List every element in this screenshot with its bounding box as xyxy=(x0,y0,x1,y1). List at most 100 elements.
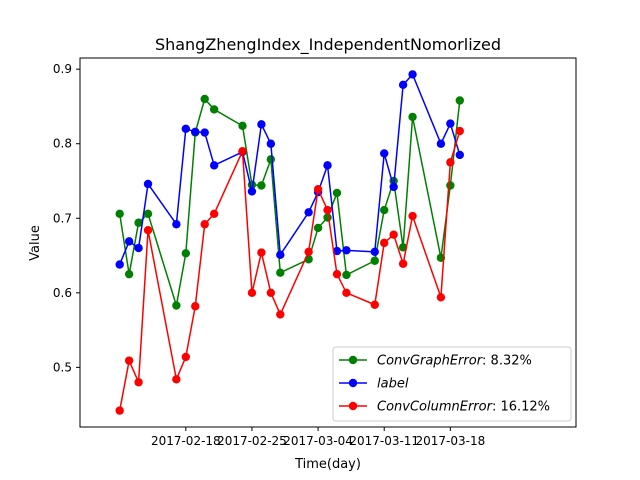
data-point xyxy=(408,211,417,221)
legend-item-ConvGraphError: ConvGraphError: 8.32% xyxy=(339,354,532,369)
data-point xyxy=(446,119,455,128)
data-point xyxy=(332,188,342,198)
data-point xyxy=(172,220,181,229)
data-point xyxy=(323,161,332,170)
data-point xyxy=(342,246,351,255)
data-point xyxy=(247,288,257,298)
data-point xyxy=(276,250,285,259)
data-point xyxy=(313,223,323,233)
data-point xyxy=(313,185,323,194)
x-axis-label: Time(day) xyxy=(294,457,361,472)
data-point xyxy=(408,70,417,79)
data-point xyxy=(370,247,379,257)
chart-title: ShangZhengIndex_IndependentNomorlized xyxy=(155,35,501,55)
data-point xyxy=(115,406,124,415)
x-tick-label: 2017-03-18 xyxy=(415,434,485,448)
data-point xyxy=(172,375,181,384)
data-point xyxy=(398,80,408,90)
data-point xyxy=(247,187,257,196)
legend: ConvGraphError: 8.32% label ConvColumnErro… xyxy=(332,346,572,422)
data-point xyxy=(115,209,124,218)
data-point xyxy=(134,378,143,387)
legend-item-ConvColumnError: ConvColumnError: 16.12% xyxy=(339,400,550,415)
data-point xyxy=(304,208,313,217)
data-point xyxy=(276,268,285,277)
data-point xyxy=(181,352,191,362)
data-point xyxy=(238,146,247,156)
data-point xyxy=(455,150,464,160)
y-axis-label: Value xyxy=(28,225,43,261)
data-point xyxy=(257,248,266,257)
data-point xyxy=(209,209,219,218)
legend-label: ConvColumnError: 16.12% xyxy=(377,400,550,415)
series-label xyxy=(115,70,464,269)
legend-box xyxy=(332,346,572,422)
y-tick-label: 0.5 xyxy=(53,360,72,374)
legend-marker xyxy=(348,355,358,365)
data-point xyxy=(200,220,209,229)
data-point xyxy=(181,124,191,134)
data-point xyxy=(342,270,351,280)
data-point xyxy=(332,246,342,256)
data-point xyxy=(200,94,209,104)
data-point xyxy=(446,158,455,167)
data-point xyxy=(266,139,276,148)
data-point xyxy=(172,301,181,310)
data-point xyxy=(124,237,134,246)
data-point xyxy=(380,238,389,248)
data-point xyxy=(408,112,417,122)
data-point xyxy=(124,269,134,279)
data-point xyxy=(143,209,153,218)
series-ConvColumnError xyxy=(115,126,464,415)
data-point xyxy=(143,226,153,235)
legend-label: ConvGraphError: 8.32% xyxy=(377,354,532,369)
data-point xyxy=(323,205,332,215)
legend-item-label: label xyxy=(339,377,409,392)
data-point xyxy=(266,155,276,164)
data-point xyxy=(436,293,446,302)
data-point xyxy=(398,259,408,268)
data-point xyxy=(257,120,266,129)
axes-frame xyxy=(79,57,577,428)
data-point xyxy=(143,179,153,189)
data-point xyxy=(191,127,200,136)
legend-marker xyxy=(348,401,358,411)
y-tick-label: 0.7 xyxy=(53,211,72,225)
x-tick-label: 2017-03-11 xyxy=(349,434,419,448)
data-point xyxy=(304,247,313,257)
legend-label: label xyxy=(377,377,409,392)
x-tick-label: 2017-02-25 xyxy=(217,434,287,448)
data-point xyxy=(380,205,389,215)
data-point xyxy=(455,126,464,136)
data-point xyxy=(389,230,398,239)
data-point xyxy=(209,105,219,114)
data-point xyxy=(134,243,143,253)
plot-area: 2017-02-182017-02-252017-03-042017-03-11… xyxy=(53,57,577,448)
data-point xyxy=(238,121,247,131)
data-point xyxy=(209,161,219,170)
data-point xyxy=(181,249,191,258)
x-tick-label: 2017-03-04 xyxy=(283,434,353,448)
data-point xyxy=(115,260,124,269)
y-tick-label: 0.9 xyxy=(53,62,72,76)
data-point xyxy=(389,182,398,192)
data-point xyxy=(380,149,389,158)
data-point xyxy=(191,302,200,311)
data-point xyxy=(342,288,351,298)
y-tick-label: 0.6 xyxy=(53,286,72,300)
y-tick-label: 0.8 xyxy=(53,137,72,151)
data-point xyxy=(124,356,134,365)
data-point xyxy=(436,139,446,148)
data-point xyxy=(455,96,464,105)
data-point xyxy=(370,256,379,265)
x-tick-label: 2017-02-18 xyxy=(151,434,221,448)
data-point xyxy=(266,288,276,298)
data-point xyxy=(332,269,342,279)
data-point xyxy=(276,310,285,319)
data-point xyxy=(200,128,209,137)
data-point xyxy=(257,181,266,190)
data-point xyxy=(446,181,455,190)
legend-marker xyxy=(348,378,358,388)
data-point xyxy=(370,300,379,309)
